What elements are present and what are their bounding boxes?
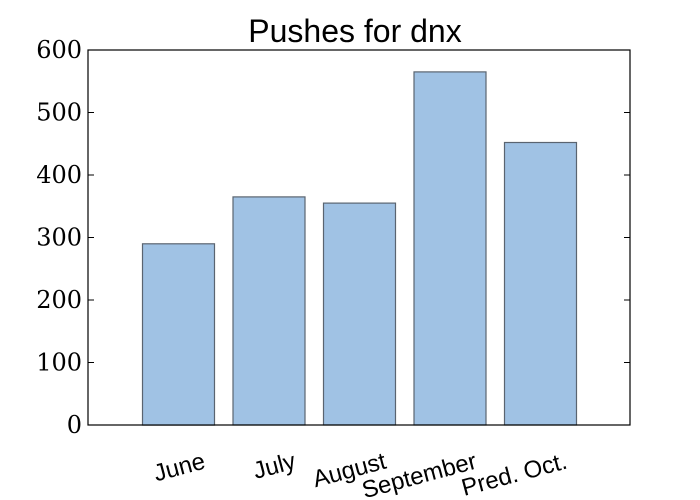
bar-july <box>232 196 306 426</box>
bar-august <box>322 202 397 426</box>
y-tick-label-200: 200 <box>36 286 82 314</box>
bars-layer <box>141 71 578 426</box>
x-tick-label-june: June <box>151 448 208 488</box>
bar-june <box>141 243 216 426</box>
y-axis: 0 100 200 300 400 500 600 <box>36 36 630 439</box>
bar-pred-oct <box>503 141 578 426</box>
x-tick-label-july: July <box>250 448 298 485</box>
bar-september <box>413 71 487 426</box>
y-tick-label-500: 500 <box>36 99 82 127</box>
x-tick-label-pred-oct: Pred. Oct. <box>459 448 570 500</box>
y-tick-label-100: 100 <box>36 349 82 377</box>
y-tick-label-0: 0 <box>67 411 82 439</box>
y-tick-label-600: 600 <box>36 36 82 64</box>
y-tick-label-300: 300 <box>36 224 82 252</box>
chart-title: Pushes for dnx <box>248 13 461 49</box>
y-tick-label-400: 400 <box>36 161 82 189</box>
